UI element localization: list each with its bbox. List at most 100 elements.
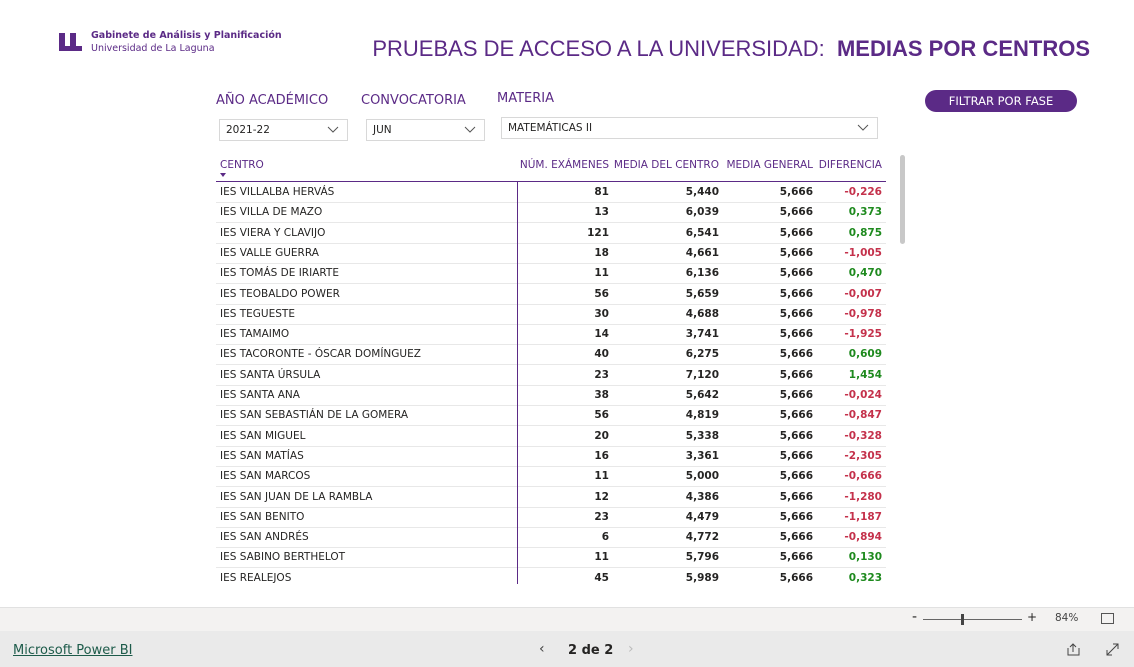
cell-value: -0,894: [844, 531, 882, 544]
share[interactable]: [1067, 643, 1081, 656]
center-name: IES TACORONTE - ÓSCAR DOMÍNGUEZ: [220, 348, 421, 361]
row-divider: [216, 283, 886, 285]
cell-value: 6,039: [685, 206, 719, 219]
cell-value: 23: [594, 510, 609, 523]
cell-value: 5,796: [685, 551, 719, 564]
cell-value: 0,609: [848, 348, 882, 361]
zoom-out[interactable]: -: [912, 609, 918, 625]
zoom-level: 84%: [1055, 612, 1079, 624]
cell-value: 4,819: [685, 409, 719, 422]
cell-value: 5,666: [779, 226, 813, 239]
page-indicator: 2 de 2: [568, 643, 614, 658]
column-header: NÚM. EXÁMENES: [519, 159, 609, 171]
prev-page[interactable]: ‹: [539, 641, 545, 657]
cell-value: 11: [594, 470, 609, 483]
center-name: IES TOMÁS DE IRIARTE: [220, 267, 339, 280]
cell-value: 5,338: [685, 429, 719, 442]
bottom-bar: [0, 631, 1134, 667]
cell-value: 4,661: [685, 246, 719, 259]
center-name: IES SAN MARCOS: [220, 470, 311, 483]
cell-value: 5,666: [779, 551, 813, 564]
filter-label: CONVOCATORIA: [361, 93, 466, 108]
cell-value: 4,772: [685, 531, 719, 544]
dropdown-value: JUN: [373, 124, 392, 136]
center-name: IES SAN ANDRÉS: [220, 531, 309, 544]
next-page[interactable]: ›: [628, 641, 634, 657]
zoom-thumb[interactable]: [961, 614, 964, 625]
cell-value: 5,666: [779, 307, 813, 320]
cell-value: 5,666: [779, 470, 813, 483]
column-header: MEDIA DEL CENTRO: [613, 159, 719, 171]
year-dropdown[interactable]: 2021-22: [219, 119, 348, 141]
row-divider: [216, 222, 886, 224]
logo: [59, 33, 82, 51]
row-divider: [216, 384, 886, 386]
cell-value: 5,642: [685, 389, 719, 401]
cell-value: 5,666: [779, 571, 813, 584]
cell-value: 4,688: [685, 307, 719, 320]
report-title: PRUEBAS DE ACCESO A LA UNIVERSIDAD: MEDI…: [372, 36, 1090, 62]
fullscreen[interactable]: [1106, 643, 1119, 656]
cell-value: 0,875: [848, 226, 882, 239]
center-name: IES TEGUESTE: [220, 307, 295, 320]
row-divider: [216, 405, 886, 406]
cell-value: -1,187: [844, 510, 882, 523]
row-divider: [216, 262, 886, 264]
center-name: IES SANTA ANA: [220, 389, 300, 401]
cell-value: 5,666: [779, 348, 813, 361]
row-divider: [216, 242, 886, 244]
title-bold: MEDIAS POR CENTROS: [836, 36, 1090, 61]
cell-value: 4,479: [685, 510, 719, 523]
row-divider: [216, 303, 886, 305]
row-divider: [216, 323, 886, 325]
zoom-in[interactable]: +: [1027, 610, 1038, 624]
materia-dropdown[interactable]: MATEMÁTICAS II: [501, 117, 878, 139]
convocatoria-dropdown[interactable]: JUN: [366, 119, 485, 141]
fit-page[interactable]: [1101, 613, 1114, 624]
cell-value: -0,328: [844, 429, 882, 442]
cell-value: 5,666: [779, 531, 813, 544]
cell-value: 5,666: [779, 429, 813, 442]
filter-label: AÑO ACADÉMICO: [216, 93, 329, 108]
cell-value: 6,541: [685, 226, 719, 239]
cell-value: 1,454: [848, 368, 882, 381]
scrollbar[interactable]: [900, 155, 905, 244]
cell-value: -1,280: [844, 490, 882, 503]
center-name: IES TEOBALDO POWER: [220, 287, 340, 300]
filter-label: MATERIA: [497, 91, 555, 106]
brand-link[interactable]: Microsoft Power BI: [13, 643, 133, 658]
cell-value: 56: [594, 409, 609, 422]
column-separator: [517, 182, 518, 584]
cell-value: 14: [594, 328, 609, 341]
cell-value: 13: [594, 206, 609, 219]
cell-value: 45: [594, 571, 609, 584]
cell-value: -1,005: [844, 246, 882, 259]
zoom-slider[interactable]: [923, 619, 1022, 620]
row-divider: [216, 465, 886, 467]
row-divider: [216, 445, 886, 447]
center-name: IES SAN MIGUEL: [220, 429, 306, 442]
center-name: IES SAN BENITO: [220, 510, 305, 523]
cell-value: 121: [587, 226, 609, 239]
cell-value: -2,305: [844, 449, 882, 462]
column-header: CENTRO: [220, 159, 264, 171]
center-name: IES REALEJOS: [220, 571, 292, 584]
center-name: IES VILLALBA HERVÁS: [220, 186, 335, 198]
dropdown-value: MATEMÁTICAS II: [508, 122, 593, 134]
cell-value: 0,323: [848, 571, 882, 584]
cell-value: 18: [594, 246, 609, 259]
row-divider: [216, 344, 886, 346]
sort-indicator: [220, 173, 226, 177]
title-text: PRUEBAS DE ACCESO A LA UNIVERSIDAD:: [372, 36, 825, 61]
cell-value: 11: [594, 267, 609, 280]
cell-value: 3,361: [685, 449, 719, 462]
cell-value: 30: [594, 307, 609, 320]
cell-value: 5,666: [779, 389, 813, 401]
cell-value: 81: [594, 186, 609, 198]
filter-button[interactable]: FILTRAR POR FASE: [925, 90, 1077, 112]
column-header: DIFERENCIA: [818, 159, 882, 171]
university-name: Universidad de La Laguna: [91, 43, 215, 54]
cell-value: 0,373: [848, 206, 882, 219]
cell-value: 5,000: [685, 470, 719, 483]
row-divider: [216, 425, 886, 427]
